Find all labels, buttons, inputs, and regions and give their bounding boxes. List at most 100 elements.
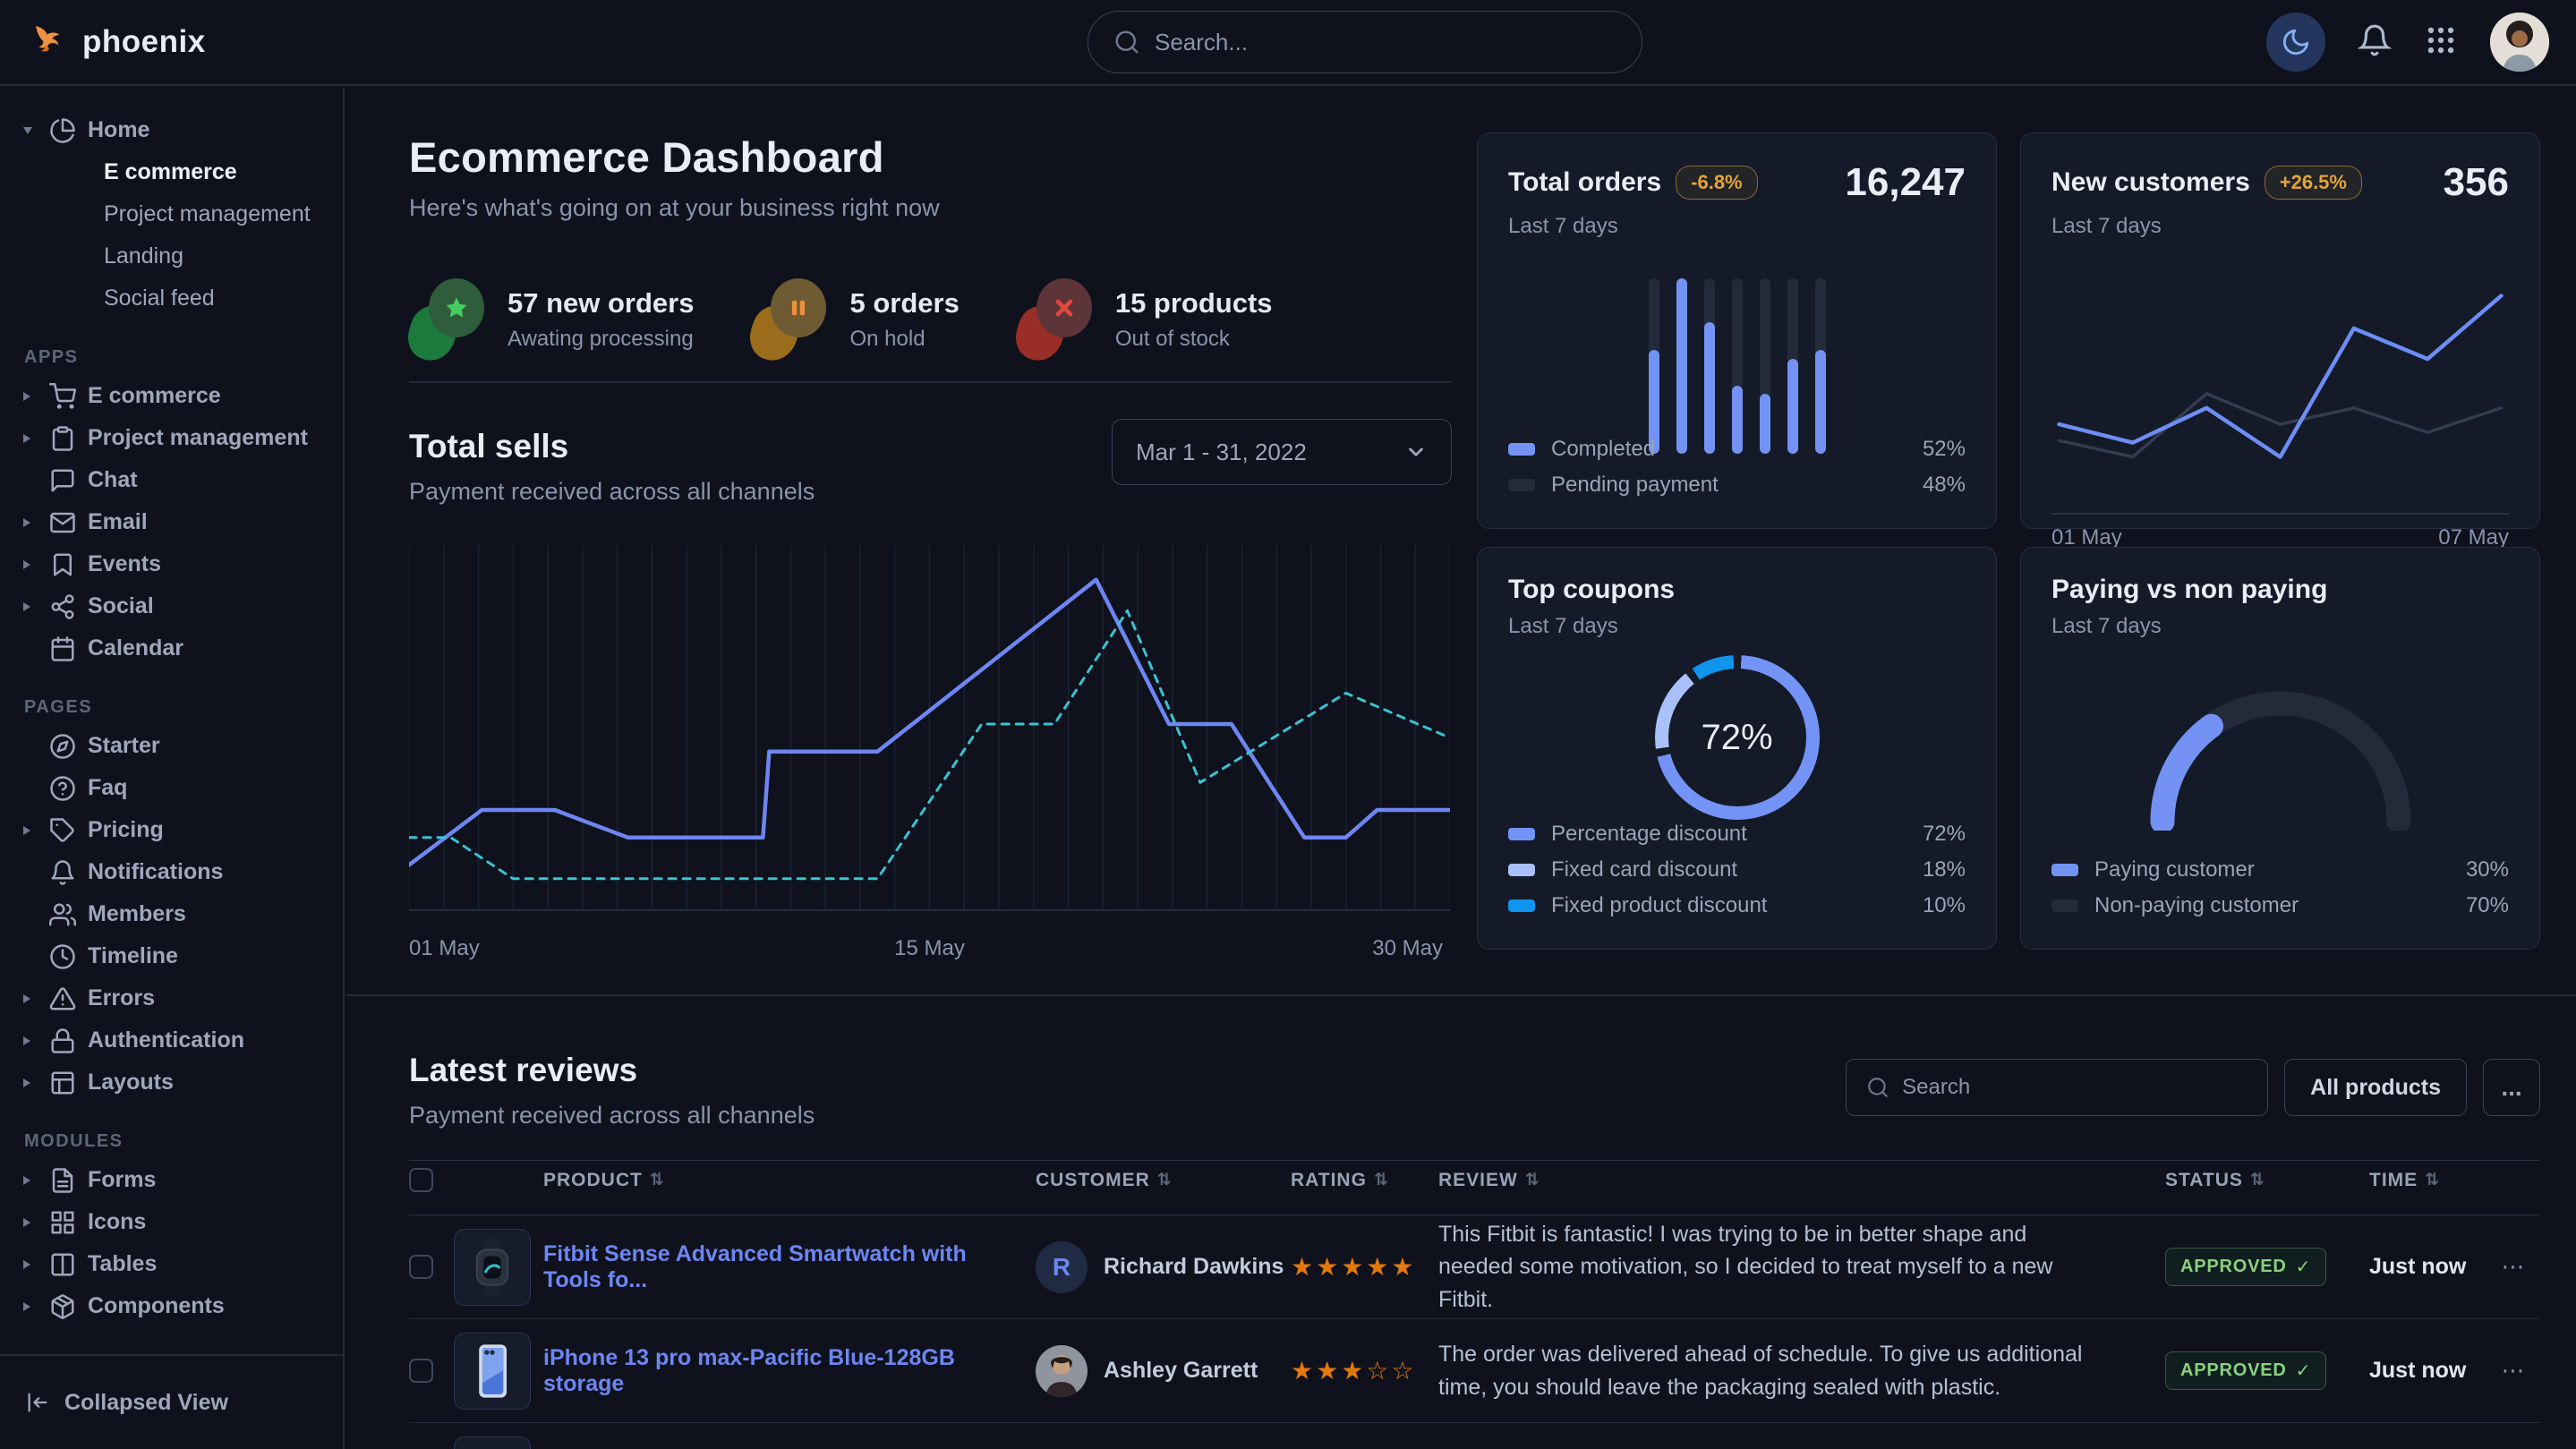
- sidebar-item-events[interactable]: Events: [0, 543, 343, 585]
- sort-icon: ⇅: [1525, 1170, 1540, 1190]
- total-orders-value: 16,247: [1845, 160, 1966, 205]
- table-row-1: Fitbit Sense Advanced Smartwatch with To…: [409, 1215, 2540, 1319]
- status-badge: APPROVED ✓: [2165, 1248, 2326, 1286]
- latest-reviews-section: Latest reviews Payment received across a…: [409, 996, 2540, 1449]
- reviews-more-button[interactable]: ...: [2483, 1059, 2540, 1116]
- sidebar-item-forms[interactable]: Forms: [0, 1159, 343, 1201]
- sidebar-item-project-management[interactable]: Project management: [0, 417, 343, 459]
- sort-icon: ⇅: [2250, 1170, 2265, 1190]
- phoenix-flame-icon: [27, 21, 70, 64]
- column-header-rating[interactable]: RATING⇅: [1291, 1170, 1438, 1191]
- shopping-cart-icon: [49, 383, 76, 410]
- legend-swatch-icon: [2051, 864, 2078, 876]
- new-customers-value: 356: [2444, 160, 2509, 205]
- top-coupons-period: Last 7 days: [1508, 614, 1966, 639]
- product-link[interactable]: iPhone 13 pro max-Pacific Blue-128GB sto…: [543, 1345, 1036, 1397]
- sidebar-item-email[interactable]: Email: [0, 501, 343, 543]
- sidebar-item-errors[interactable]: Errors: [0, 977, 343, 1019]
- sidebar-item-notifications[interactable]: Notifications: [0, 851, 343, 893]
- sidebar-item-icons[interactable]: Icons: [0, 1201, 343, 1243]
- sidebar-subitem-e-commerce[interactable]: E commerce: [0, 151, 343, 193]
- total-orders-badge: -6.8%: [1676, 166, 1757, 200]
- file-text-icon: [49, 1167, 76, 1194]
- reviews-title: Latest reviews: [409, 1052, 815, 1089]
- column-header-customer[interactable]: CUSTOMER⇅: [1036, 1170, 1291, 1191]
- x-tick-01may: 01 May: [409, 936, 480, 961]
- user-avatar[interactable]: [2490, 13, 2549, 72]
- notifications-button[interactable]: [2358, 23, 2392, 62]
- reviews-search-placeholder: Search: [1902, 1075, 1970, 1100]
- caret-right-icon: [23, 392, 38, 401]
- caret-right-icon: [23, 602, 38, 611]
- rating-stars: ★★★☆☆: [1291, 1356, 1438, 1385]
- column-header-time[interactable]: TIME⇅: [2369, 1170, 2486, 1191]
- sidebar-item-members[interactable]: Members: [0, 893, 343, 935]
- legend-swatch-icon: [1508, 443, 1535, 456]
- row-more-button[interactable]: ⋯: [2486, 1357, 2540, 1385]
- donut-center-value: 72%: [1655, 655, 1820, 820]
- sidebar-item-layouts[interactable]: Layouts: [0, 1061, 343, 1104]
- paying-card: Paying vs non paying Last 7 days Paying …: [2020, 547, 2540, 950]
- column-header-review[interactable]: REVIEW⇅: [1438, 1170, 2165, 1191]
- date-range-select[interactable]: Mar 1 - 31, 2022: [1112, 419, 1452, 485]
- column-header-status[interactable]: STATUS⇅: [2165, 1170, 2369, 1191]
- apps-menu-button[interactable]: [2424, 23, 2458, 62]
- row-checkbox[interactable]: [409, 1359, 433, 1383]
- row-checkbox[interactable]: [409, 1255, 433, 1279]
- sidebar-subitem-landing[interactable]: Landing: [0, 235, 343, 277]
- paying-legend-non-paying-customer: Non-paying customer70%: [2051, 888, 2509, 924]
- stat-out-of-stock: 15 productsOut of stock: [1017, 278, 1273, 361]
- global-search-input[interactable]: Search...: [1088, 11, 1642, 73]
- x-tick-15may: 15 May: [894, 936, 965, 961]
- customer-avatar: [1036, 1345, 1088, 1397]
- legend-swatch-icon: [1508, 864, 1535, 876]
- sidebar-item-timeline[interactable]: Timeline: [0, 935, 343, 977]
- sidebar-item-pricing[interactable]: Pricing: [0, 809, 343, 851]
- collapse-label: Collapsed View: [64, 1390, 228, 1416]
- row-more-button[interactable]: ⋯: [2486, 1253, 2540, 1281]
- lock-icon: [49, 1027, 76, 1054]
- star-badge-icon: [409, 278, 488, 361]
- order-bar-7: [1815, 278, 1826, 454]
- product-thumbnail[interactable]: [454, 1229, 531, 1306]
- sidebar-item-social[interactable]: Social: [0, 585, 343, 627]
- product-thumbnail[interactable]: [454, 1333, 531, 1410]
- sidebar-item-calendar[interactable]: Calendar: [0, 627, 343, 669]
- clipboard-icon: [49, 425, 76, 452]
- theme-toggle-button[interactable]: [2266, 13, 2325, 72]
- column-header-product[interactable]: PRODUCT⇅: [543, 1170, 1036, 1191]
- avatar-image: [2490, 13, 2549, 72]
- users-icon: [49, 901, 76, 928]
- collapse-sidebar-button[interactable]: Collapsed View: [0, 1354, 343, 1449]
- all-products-filter-button[interactable]: All products: [2284, 1059, 2467, 1116]
- reviews-search-input[interactable]: Search: [1846, 1059, 2268, 1116]
- sidebar-item-starter[interactable]: Starter: [0, 725, 343, 767]
- sidebar-item-home[interactable]: Home: [0, 109, 343, 151]
- stat-label: Out of stock: [1115, 327, 1273, 352]
- product-link[interactable]: Fitbit Sense Advanced Smartwatch with To…: [543, 1241, 1036, 1293]
- paying-title: Paying vs non paying: [2051, 575, 2327, 605]
- sidebar-subitem-social-feed[interactable]: Social feed: [0, 277, 343, 320]
- select-all-checkbox[interactable]: [409, 1168, 433, 1192]
- package-icon: [49, 1293, 76, 1320]
- sidebar-subitem-project-management[interactable]: Project management: [0, 193, 343, 235]
- sidebar-item-tables[interactable]: Tables: [0, 1243, 343, 1285]
- caret-right-icon: [23, 434, 38, 443]
- main-content: Ecommerce Dashboard Here's what's going …: [346, 88, 2576, 1449]
- product-thumbnail[interactable]: [454, 1436, 531, 1449]
- caret-right-icon: [23, 1302, 38, 1311]
- sidebar-item-components[interactable]: Components: [0, 1285, 343, 1327]
- sidebar-item-e-commerce[interactable]: E commerce: [0, 375, 343, 417]
- order-bar-5: [1760, 278, 1770, 454]
- sidebar-item-faq[interactable]: Faq: [0, 767, 343, 809]
- table-row-2: iPhone 13 pro max-Pacific Blue-128GB sto…: [409, 1319, 2540, 1423]
- total-sells-chart: 01 May 15 May 30 May: [409, 545, 1450, 963]
- legend-swatch-icon: [1508, 479, 1535, 491]
- orders-legend-pending-payment: Pending payment48%: [1508, 467, 1966, 503]
- brand-logo[interactable]: phoenix: [27, 21, 206, 64]
- stat-value: 5 orders: [849, 287, 959, 320]
- sidebar-item-chat[interactable]: Chat: [0, 459, 343, 501]
- top-navbar: phoenix Search...: [0, 0, 2576, 86]
- sidebar-item-authentication[interactable]: Authentication: [0, 1019, 343, 1061]
- paying-legend: Paying customer30%Non-paying customer70%: [2051, 852, 2509, 924]
